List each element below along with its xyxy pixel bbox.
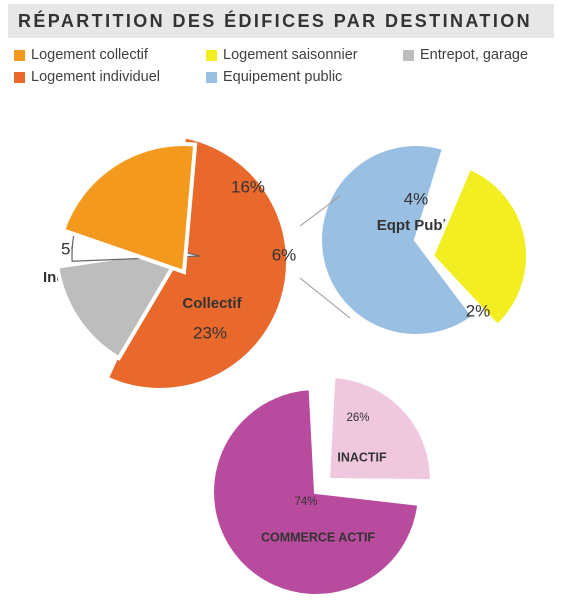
legend-item-equipement: Equipement public xyxy=(206,69,342,85)
legend-label-entrepot: Entrepot, garage xyxy=(420,47,529,63)
legend-swatch-saisonnier xyxy=(206,49,217,61)
pie3-slice-2 xyxy=(210,386,422,598)
legend-swatch-entrepot xyxy=(403,49,414,61)
legend-swatch-collectif xyxy=(14,49,25,61)
legend-label-individuel: Logement individuel xyxy=(31,69,160,85)
chart-title-bar: Répartition des édifices par destination xyxy=(8,4,554,38)
connector-line-2 xyxy=(299,277,351,319)
pie2-slice-1-name-label: Eqpt Public xyxy=(377,217,460,234)
pie2-slice-1 xyxy=(318,142,477,338)
pie3-slice-2-value-label: 74% xyxy=(294,496,317,508)
legend-swatch-individuel xyxy=(14,71,25,83)
pie1-slice-4-value-label: 23% xyxy=(193,323,227,342)
chart-title: Répartition des édifices par destination xyxy=(18,10,533,31)
pie3-slice-1 xyxy=(325,374,434,484)
pie1-slice-4-name-label: Collectif xyxy=(182,295,242,312)
connector-line-1 xyxy=(299,195,341,227)
legend-label-equipement: Equipement public xyxy=(223,69,343,85)
pie1-slice-2 xyxy=(55,245,188,361)
legend-row-1: Logement collectif Logement saisonnier E… xyxy=(14,44,559,66)
legend-swatch-equipement xyxy=(206,71,217,83)
pie2-slice-2 xyxy=(429,165,530,330)
legend-label-saisonnier: Logement saisonnier xyxy=(223,47,358,63)
legend-item-individuel: Logement individuel xyxy=(14,69,206,85)
pie2-slice-2-value-label: 2% xyxy=(466,301,491,320)
legend-item-entrepot: Entrepot, garage xyxy=(403,47,528,63)
legend-item-saisonnier: Logement saisonnier xyxy=(206,47,403,63)
legend-label-collectif: Logement collectif xyxy=(31,47,148,63)
pie1-slice-1 xyxy=(104,134,290,392)
pie1-slice-4 xyxy=(60,142,198,275)
legend: Logement collectif Logement saisonnier E… xyxy=(14,44,559,88)
pie3-slice-2-name-label: COMMERCE ACTIF xyxy=(261,530,375,544)
pie3-slice-1-value-label: 26% xyxy=(346,412,369,424)
pie1-slice-3-value-label: 6% xyxy=(272,245,297,264)
legend-row-2: Logement individuel Equipement public xyxy=(14,66,559,88)
pie2-slice-1-value-label: 4% xyxy=(404,189,429,208)
pie3-slice-1-name-label: INACTIF xyxy=(337,450,387,464)
legend-item-collectif: Logement collectif xyxy=(14,47,206,63)
pie1-slice-2-value-label: 16% xyxy=(231,177,265,196)
